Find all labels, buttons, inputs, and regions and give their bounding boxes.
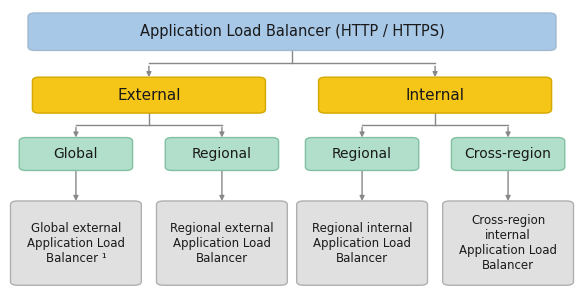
FancyBboxPatch shape — [11, 201, 141, 285]
Text: Regional external
Application Load
Balancer: Regional external Application Load Balan… — [170, 222, 274, 265]
Text: Application Load Balancer (HTTP / HTTPS): Application Load Balancer (HTTP / HTTPS) — [140, 24, 444, 39]
Text: Global external
Application Load
Balancer ¹: Global external Application Load Balance… — [27, 222, 125, 265]
Text: Cross-region
internal
Application Load
Balancer: Cross-region internal Application Load B… — [459, 214, 557, 272]
FancyBboxPatch shape — [157, 201, 287, 285]
FancyBboxPatch shape — [33, 77, 265, 113]
Text: Regional internal
Application Load
Balancer: Regional internal Application Load Balan… — [312, 222, 412, 265]
Text: Internal: Internal — [405, 88, 465, 103]
FancyBboxPatch shape — [165, 138, 279, 170]
FancyBboxPatch shape — [297, 201, 427, 285]
FancyBboxPatch shape — [319, 77, 551, 113]
Text: Global: Global — [54, 147, 98, 161]
FancyBboxPatch shape — [443, 201, 573, 285]
FancyBboxPatch shape — [28, 13, 556, 50]
FancyBboxPatch shape — [451, 138, 565, 170]
FancyBboxPatch shape — [305, 138, 419, 170]
Text: Regional: Regional — [192, 147, 252, 161]
FancyBboxPatch shape — [19, 138, 133, 170]
Text: External: External — [117, 88, 180, 103]
Text: Regional: Regional — [332, 147, 392, 161]
Text: Cross-region: Cross-region — [465, 147, 551, 161]
